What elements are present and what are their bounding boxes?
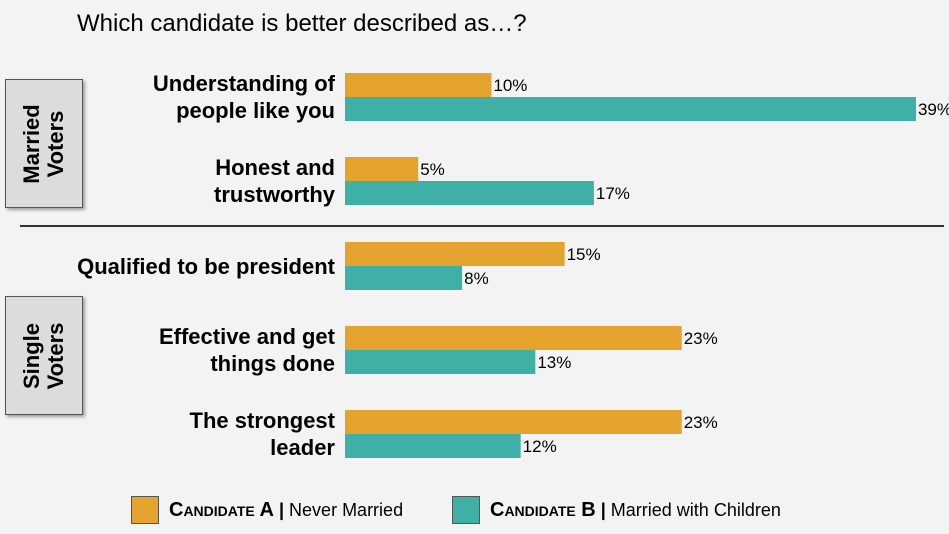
legend-swatch-a xyxy=(131,496,159,524)
category-label-line: people like you xyxy=(176,98,335,123)
category-label-0: Understanding of people like you xyxy=(5,70,335,124)
bar-b-2 xyxy=(345,266,463,290)
value-label-a-1: 5% xyxy=(420,160,445,179)
value-label-a-3: 23% xyxy=(684,329,718,348)
bar-a-1 xyxy=(345,157,419,181)
bar-b-1 xyxy=(345,181,594,205)
value-label-a-2: 15% xyxy=(567,245,601,264)
category-label-line: Honest and xyxy=(215,155,335,180)
category-label-line: leader xyxy=(270,435,335,460)
value-label-b-1: 17% xyxy=(596,184,630,203)
category-label-2: Qualified to be president xyxy=(5,253,335,280)
value-label-b-3: 13% xyxy=(537,353,571,372)
value-label-b-2: 8% xyxy=(464,269,489,288)
group-box-single: Single Voters xyxy=(5,296,83,415)
legend-desc-b: Married with Children xyxy=(610,499,781,520)
legend-desc-a: Never Married xyxy=(289,499,404,520)
category-label-line: trustworthy xyxy=(214,182,335,207)
bar-a-0 xyxy=(345,73,492,97)
value-label-a-4: 23% xyxy=(684,413,718,432)
category-label-3: Effective and get things done xyxy=(5,323,335,377)
legend-sep-a: | xyxy=(279,499,285,520)
category-label-line: Effective and get xyxy=(158,324,335,349)
bar-a-2 xyxy=(345,242,565,266)
category-label-4: The strongest leader xyxy=(5,407,335,461)
legend-sep-b: | xyxy=(600,499,606,520)
bar-b-3 xyxy=(345,350,536,374)
value-label-b-4: 12% xyxy=(523,437,557,456)
legend-name-a: Candidate A xyxy=(169,498,274,521)
group-box-married: Married Voters xyxy=(5,79,83,208)
group-divider xyxy=(20,225,944,227)
bar-b-4 xyxy=(345,434,521,458)
category-label-line: things done xyxy=(210,351,335,376)
category-label-1: Honest and trustworthy xyxy=(5,154,335,208)
category-label-line: The strongest xyxy=(189,408,335,433)
value-label-b-0: 39% xyxy=(918,100,949,119)
category-label-line: Understanding of xyxy=(152,71,335,96)
bar-a-4 xyxy=(345,410,682,434)
category-label-line: Qualified to be president xyxy=(77,253,335,279)
legend-name-b: Candidate B xyxy=(490,498,596,521)
chart-title: Which candidate is better described as…? xyxy=(77,10,527,37)
legend-item-a: Candidate A | Never Married xyxy=(131,496,403,524)
legend-swatch-b xyxy=(452,496,480,524)
bar-a-3 xyxy=(345,326,682,350)
value-label-a-0: 10% xyxy=(493,76,527,95)
bar-b-0 xyxy=(345,97,916,121)
legend-item-b: Candidate B | Married with Children xyxy=(452,496,781,524)
